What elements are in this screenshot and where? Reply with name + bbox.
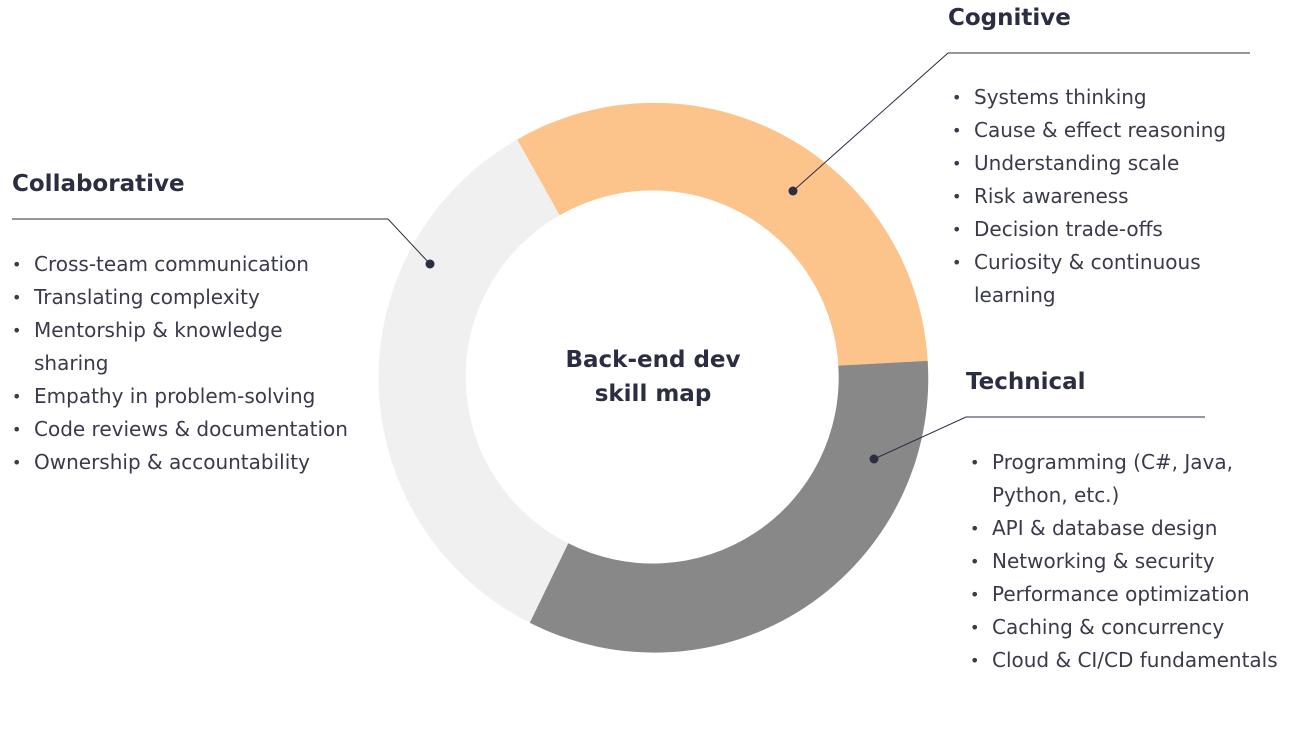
center-title-line-1: Back-end dev [565, 347, 741, 373]
connector-line-technical [873, 416, 1205, 460]
skill-item: Cloud & CI/CD fundamentals [970, 644, 1290, 677]
skill-item: Systems thinking [952, 81, 1252, 114]
connector-dot-cognitive [788, 186, 798, 196]
connector-dot-collaborative [425, 259, 435, 269]
skill-item: Programming (C#, Java, Python, etc.) [970, 446, 1290, 512]
connector-dot-technical [869, 454, 879, 464]
heading-technical: Technical [966, 369, 1086, 395]
skill-list-cognitive: Systems thinking Cause & effect reasonin… [952, 81, 1252, 312]
skill-item: Cause & effect reasoning [952, 114, 1252, 147]
ring-segment-cognitive [517, 102, 928, 366]
center-title: Back-end dev skill map [528, 343, 778, 411]
skill-item: Translating complexity [12, 281, 357, 314]
skill-item: Cross-team communication [12, 248, 357, 281]
skill-item: API & database design [970, 512, 1290, 545]
skill-item: Code reviews & documentation [12, 413, 357, 446]
heading-collaborative: Collaborative [12, 171, 185, 197]
skill-list-collaborative: Cross-team communication Translating com… [12, 248, 357, 479]
center-title-line-2: skill map [594, 381, 712, 407]
skill-item: Understanding scale [952, 147, 1252, 180]
skill-item: Ownership & accountability [12, 446, 357, 479]
skill-item: Empathy in problem-solving [12, 380, 357, 413]
skill-item: Curiosity & continuous learning [952, 246, 1252, 312]
heading-cognitive: Cognitive [948, 5, 1071, 31]
ring-segment-technical [529, 360, 929, 653]
skill-list-technical: Programming (C#, Java, Python, etc.) API… [970, 446, 1290, 677]
skill-item: Mentorship & knowledge sharing [12, 314, 357, 380]
skill-item: Caching & concurrency [970, 611, 1290, 644]
skill-item: Risk awareness [952, 180, 1252, 213]
skill-item: Performance optimization [970, 578, 1290, 611]
skill-item: Decision trade-offs [952, 213, 1252, 246]
skill-item: Networking & security [970, 545, 1290, 578]
connector-line-cognitive [792, 52, 1250, 192]
connector-line-collaborative [12, 218, 431, 265]
